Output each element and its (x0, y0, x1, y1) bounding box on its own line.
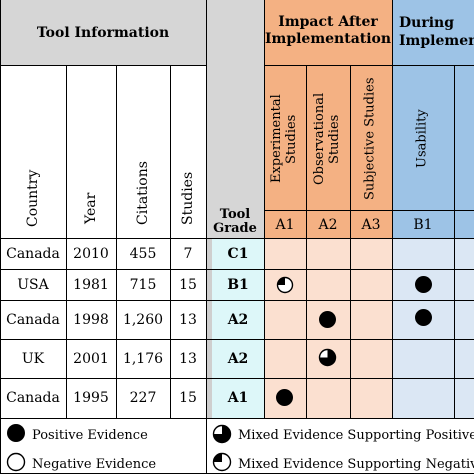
grid-line (264, 0, 265, 418)
usability-column-title: Usability (414, 109, 430, 169)
legend-negative-label: Negative Evidence (32, 457, 157, 472)
impact-after-header: Impact After Implementation (264, 14, 392, 47)
row-3-country: Canada (6, 311, 60, 328)
row-5-studies: 15 (179, 390, 197, 406)
tool-grade-header: Tool Grade (213, 206, 257, 236)
impact-body-bg (264, 238, 392, 418)
grid-line (0, 65, 206, 66)
country-column-title: Country (24, 169, 41, 227)
row-5-year: 1995 (73, 390, 109, 406)
grid-line (306, 65, 307, 418)
grid-line (206, 0, 207, 474)
year-column-title: Year (82, 192, 99, 224)
row-2-year: 1981 (73, 276, 109, 293)
during-header: During Implement (399, 15, 474, 50)
subjective-column-title: Subjective Studies (362, 77, 378, 201)
code-a1: A1 (275, 216, 295, 233)
grid-line (0, 0, 1, 474)
row-5-grade: A1 (227, 390, 249, 406)
row-2-citations: 715 (129, 276, 157, 293)
mixed-positive-evidence-icon (318, 348, 337, 367)
grid-line (0, 300, 474, 301)
positive-evidence-icon (276, 389, 293, 406)
citations-column-title: Citations (134, 161, 151, 225)
code-a3: A3 (361, 216, 381, 233)
grid-line (0, 238, 474, 239)
positive-evidence-icon (415, 276, 432, 293)
grid-line (0, 418, 474, 419)
grid-line (264, 210, 474, 211)
negative-evidence-icon (6, 452, 26, 472)
observational-column-title: Observational Studies (312, 92, 342, 186)
legend-mixed-positive-label: Mixed Evidence Supporting Positive (238, 428, 474, 443)
grid-line (170, 65, 171, 418)
row-2-country: USA (17, 276, 49, 293)
row-1-grade: C1 (227, 245, 249, 262)
positive-evidence-icon (7, 424, 25, 442)
row-5-country: Canada (6, 390, 60, 406)
row-4-studies: 13 (179, 350, 197, 367)
during-body-bg (392, 238, 474, 418)
row-1-citations: 455 (129, 245, 157, 262)
grade-column-bg (206, 0, 264, 238)
positive-evidence-icon (415, 309, 432, 326)
grid-line (0, 339, 474, 340)
mixed-negative-evidence-icon (212, 452, 232, 472)
code-b1: B1 (413, 216, 433, 233)
row-2-grade: B1 (227, 276, 249, 293)
row-4-grade: A2 (227, 350, 249, 367)
legend-mixed-negative-label: Mixed Evidence Supporting Negative (238, 457, 474, 472)
during-header-bg (392, 0, 474, 238)
grid-line (116, 65, 117, 418)
positive-evidence-icon (319, 311, 336, 328)
row-3-citations: 1,260 (122, 311, 164, 328)
row-1-year: 2010 (73, 245, 109, 262)
grid-line (264, 65, 474, 66)
tool-info-header-bg (0, 0, 206, 65)
grid-line (0, 378, 474, 379)
grid-line (350, 65, 351, 418)
row-5-citations: 227 (129, 390, 157, 406)
row-1-country: Canada (6, 245, 60, 262)
row-4-country: UK (21, 350, 45, 367)
vertical-divider-bar (206, 238, 212, 418)
grid-line (66, 65, 67, 418)
mixed-evidence-icon (276, 276, 294, 294)
row-3-year: 1998 (73, 311, 109, 328)
row-3-studies: 13 (179, 311, 197, 328)
grade-body-bg (206, 238, 264, 418)
tool-information-header: Tool Information (36, 24, 170, 41)
row-4-year: 2001 (73, 350, 109, 367)
row-2-studies: 15 (179, 276, 197, 293)
grid-line (0, 269, 474, 270)
mixed-positive-evidence-icon (212, 424, 232, 444)
code-a2: A2 (318, 216, 338, 233)
studies-column-title: Studies (179, 171, 196, 225)
impact-header-bg (264, 0, 392, 238)
legend-positive-label: Positive Evidence (32, 428, 148, 443)
row-3-grade: A2 (227, 311, 249, 328)
row-1-studies: 7 (183, 245, 193, 262)
row-4-citations: 1,176 (122, 350, 164, 367)
grid-line (392, 0, 393, 418)
experimental-column-title: Experimental Studies (269, 94, 299, 184)
grid-line (454, 65, 455, 418)
